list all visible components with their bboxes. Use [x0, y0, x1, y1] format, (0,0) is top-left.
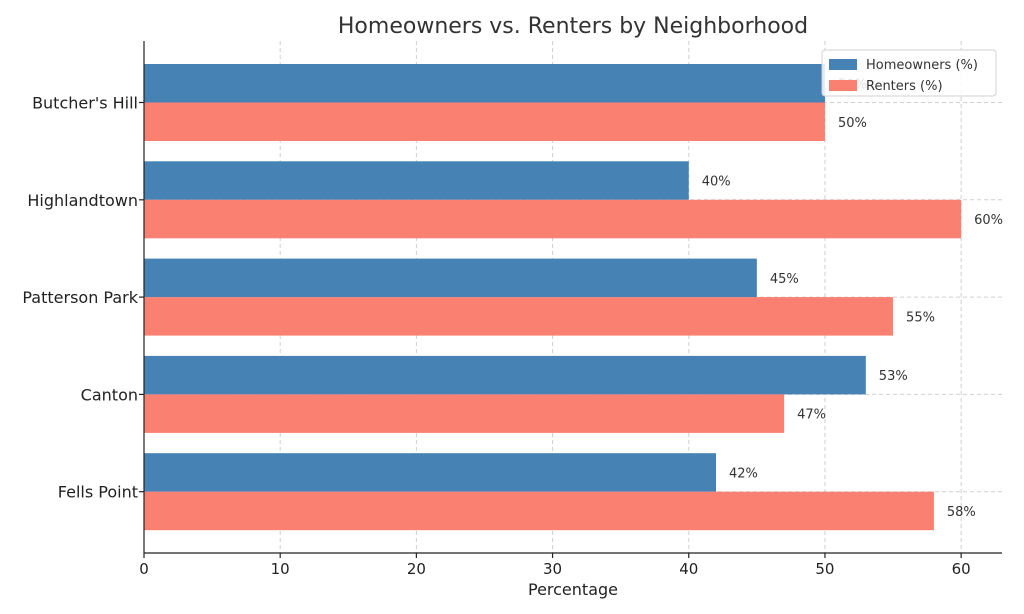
legend-swatch-renters [829, 80, 857, 91]
x-tick-label: 10 [271, 560, 290, 578]
renters-bar [144, 491, 934, 531]
legend-label-renters: Renters (%) [866, 79, 943, 94]
renters-bar [144, 102, 825, 141]
x-tick-label: 20 [407, 560, 426, 578]
renters-bar [144, 297, 894, 336]
y-tick-label: Patterson Park [22, 288, 138, 307]
bars [144, 64, 962, 531]
chart-title: Homeowners vs. Renters by Neighborhood [338, 14, 808, 39]
homeowners-bar [144, 258, 757, 298]
homeowners-bar [144, 161, 689, 200]
x-tick-label: 50 [815, 560, 834, 578]
x-axis-title: Percentage [528, 580, 618, 599]
homeowners-value-label: 53% [879, 369, 908, 384]
legend-box [821, 49, 997, 97]
renters-bar [144, 199, 962, 239]
legend-label-homeowners: Homeowners (%) [866, 58, 978, 73]
renters-bar [144, 394, 785, 433]
homeowners-value-label: 40% [702, 175, 731, 190]
x-tick-label: 0 [139, 560, 149, 578]
y-tick-label: Fells Point [58, 483, 138, 502]
homeowners-value-label: 45% [770, 272, 799, 287]
homeowners-bar [144, 453, 716, 492]
legend: Homeowners (%) Renters (%) [821, 49, 997, 97]
legend-swatch-homeowners [829, 59, 857, 70]
renters-value-label: 58% [947, 505, 976, 520]
renters-value-label: 55% [906, 310, 935, 325]
x-tick-label: 40 [679, 560, 698, 578]
homeowners-bar [144, 355, 866, 395]
y-tick-label: Highlandtown [27, 191, 138, 210]
renters-value-label: 47% [797, 408, 826, 423]
x-tick-label: 60 [952, 560, 971, 578]
x-tick-label: 30 [543, 560, 562, 578]
y-tick-label: Canton [81, 385, 138, 404]
renters-value-label: 60% [974, 213, 1003, 228]
axes: 0 10 20 30 40 50 60 Butcher's Hill Highlandtown P… [22, 41, 1002, 578]
y-tick-label: Butcher's Hill [32, 94, 138, 113]
data-labels: 50%50%40%60%45%55%53%47%42%58% [702, 77, 1003, 520]
homeowners-bar [144, 64, 825, 103]
renters-value-label: 50% [838, 116, 867, 131]
homeowners-value-label: 42% [729, 466, 758, 481]
